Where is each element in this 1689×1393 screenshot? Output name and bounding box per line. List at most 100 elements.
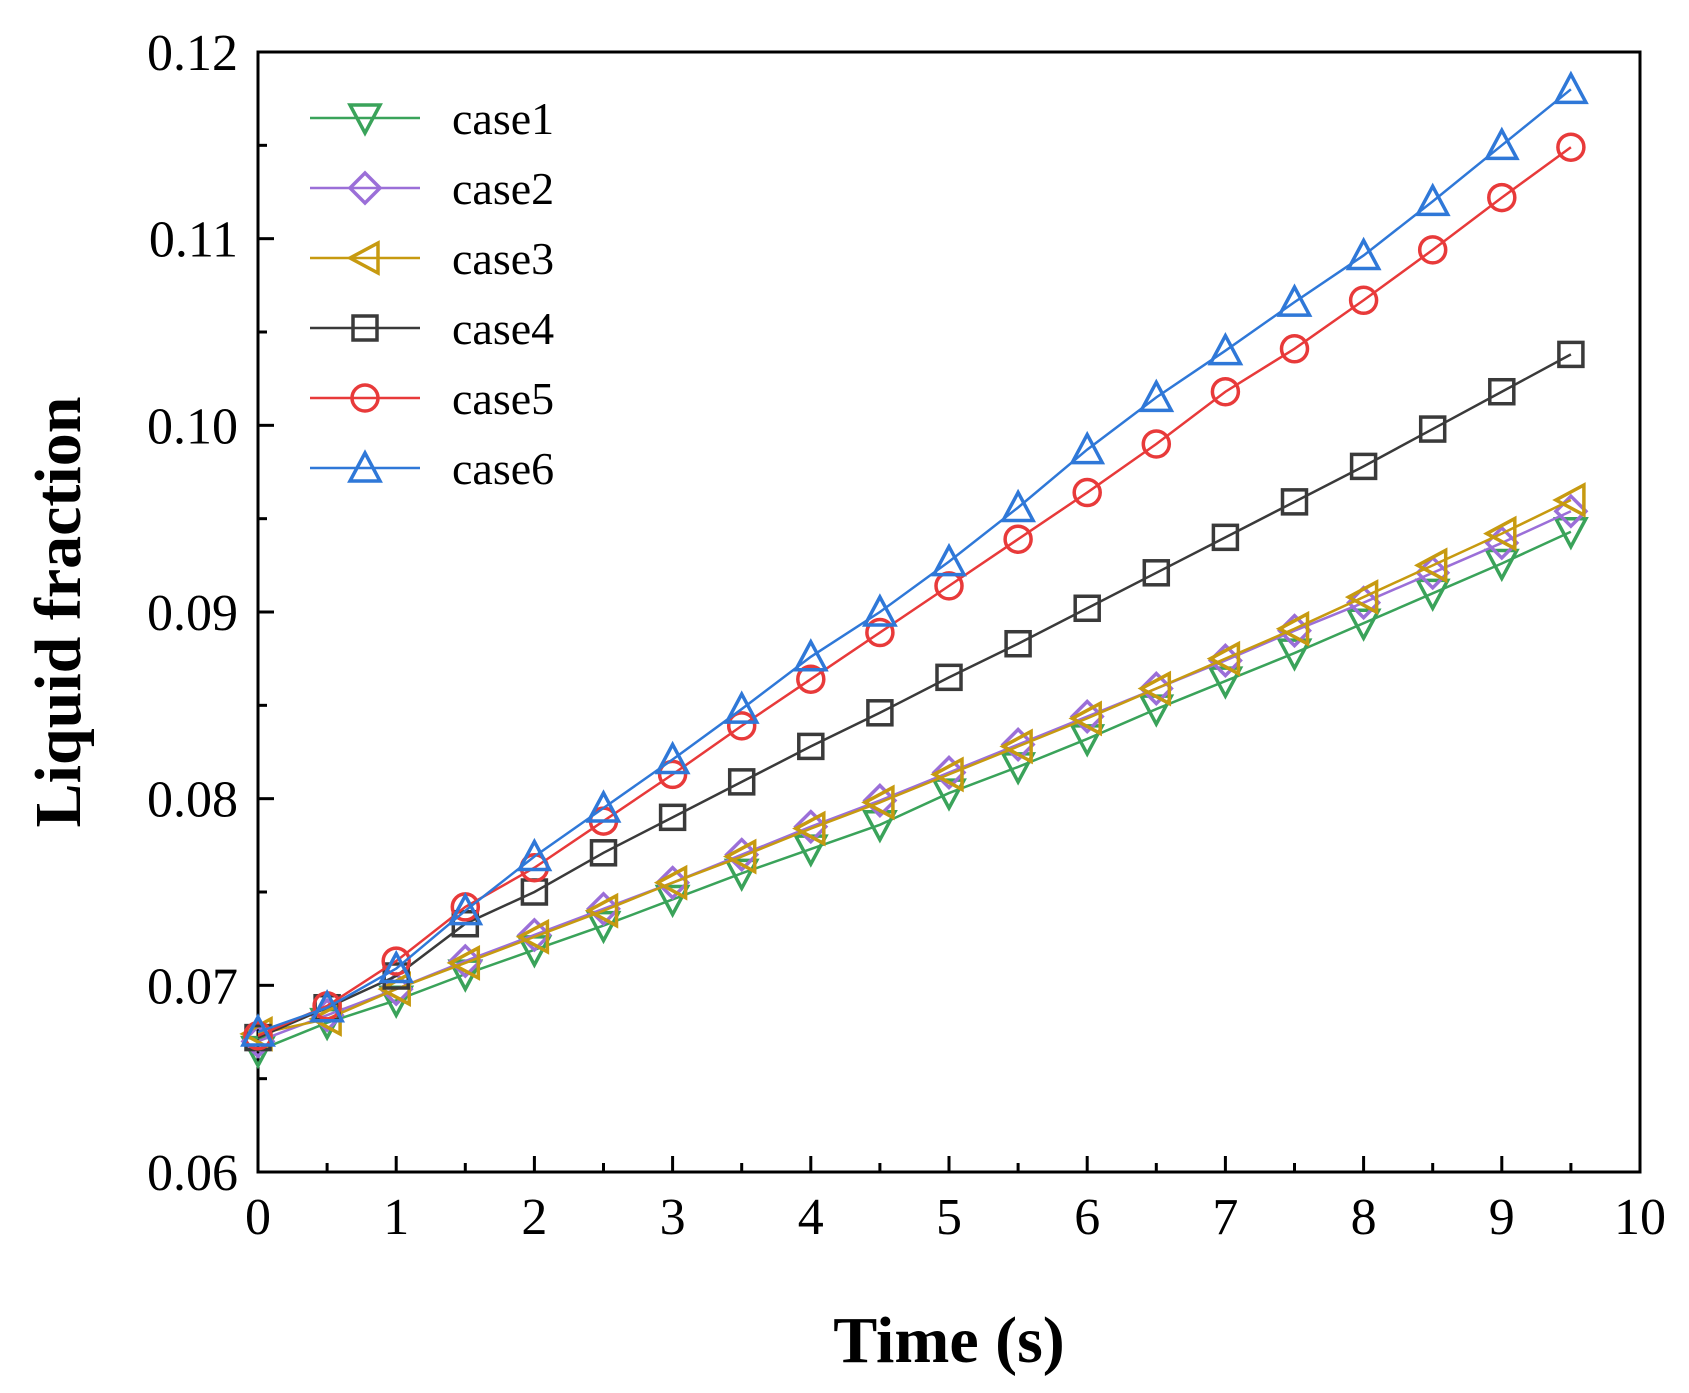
data-point-case2 [862, 783, 898, 819]
data-point-case5 [726, 711, 757, 741]
series-case3 [239, 482, 1586, 1052]
data-point-case6 [1138, 378, 1175, 413]
data-point-case3 [515, 918, 550, 955]
data-point-case4 [1418, 415, 1447, 443]
data-point-case6 [309, 989, 346, 1023]
data-point-case2 [1000, 727, 1036, 763]
series-case5 [243, 132, 1586, 1051]
legend: case1 case2 case3 case4 case5 case6 [310, 93, 554, 494]
data-point-case6 [1483, 126, 1520, 161]
data-point-case6 [931, 542, 967, 577]
data-point-case5 [1072, 477, 1102, 508]
data-point-case4 [1142, 559, 1171, 587]
legend-marker-case5 [350, 383, 380, 413]
legend-item-case4: case4 [310, 303, 554, 354]
data-point-case3 [1483, 515, 1517, 552]
data-point-case1 [1483, 548, 1520, 583]
x-tick-label: 9 [1489, 1189, 1515, 1246]
data-point-case5 [1279, 334, 1310, 364]
data-point-case5 [243, 1020, 273, 1051]
data-point-case1 [1345, 608, 1382, 642]
data-point-case1 [723, 858, 760, 893]
data-point-case5 [657, 759, 688, 790]
legend-marker-case1 [347, 103, 383, 137]
data-point-case4 [658, 803, 687, 832]
y-tick-label: 0.11 [149, 212, 238, 269]
data-point-case5 [1348, 285, 1379, 316]
data-point-case1 [931, 778, 967, 812]
data-point-case2 [793, 809, 829, 845]
data-point-case6 [516, 837, 553, 872]
legend-item-case1: case1 [310, 93, 554, 144]
x-tick-label: 2 [521, 1189, 547, 1246]
data-point-case4 [727, 768, 756, 796]
data-point-case4 [1004, 629, 1032, 658]
data-point-case2 [447, 943, 483, 979]
data-point-case1 [1552, 516, 1589, 551]
legend-marker-case2 [347, 170, 383, 206]
y-tick-label: 0.10 [147, 398, 238, 455]
data-point-case6 [1414, 182, 1451, 217]
data-point-case4 [797, 732, 825, 761]
data-point-case6 [1345, 236, 1382, 271]
legend-marker-case6 [347, 449, 383, 483]
data-point-case6 [447, 891, 484, 926]
legend-item-case5: case5 [310, 373, 554, 424]
data-point-case5 [1487, 182, 1517, 213]
data-point-case5 [1141, 429, 1172, 459]
data-point-case6 [378, 949, 415, 984]
x-tick-label: 1 [383, 1189, 409, 1246]
data-point-case4 [935, 663, 963, 692]
y-tick-label: 0.06 [147, 1145, 238, 1202]
data-point-case3 [653, 864, 688, 901]
data-point-case2 [1069, 699, 1105, 735]
data-point-case4 [1073, 594, 1101, 623]
data-point-case3 [1552, 482, 1586, 518]
y-axis-title: Liquid fraction [22, 397, 95, 828]
series-case6 [240, 70, 1589, 1047]
data-point-case3 [999, 728, 1033, 765]
data-point-case4 [1488, 377, 1516, 406]
legend-label: case6 [452, 443, 554, 494]
data-point-case6 [1000, 488, 1037, 523]
data-point-case2 [516, 917, 552, 953]
series-line-case3 [257, 498, 1572, 1036]
data-point-case1 [585, 910, 622, 945]
data-point-case5 [1003, 524, 1033, 554]
data-point-case4 [1557, 340, 1585, 369]
data-point-case3 [1068, 700, 1102, 737]
data-point-case6 [240, 1013, 276, 1047]
legend-label: case5 [452, 373, 554, 424]
legend-label: case3 [452, 233, 554, 284]
series-case2 [240, 493, 1589, 1059]
data-point-case6 [1276, 283, 1313, 317]
data-point-case4 [1349, 452, 1378, 481]
data-point-case3 [1413, 547, 1448, 584]
legend-marker-case4 [351, 314, 379, 342]
data-point-case1 [1276, 638, 1313, 672]
x-axis-title: Time (s) [833, 1304, 1065, 1377]
x-tick-label: 3 [660, 1189, 686, 1246]
data-point-case6 [792, 638, 829, 672]
data-point-case6 [1552, 70, 1589, 105]
legend-label: case4 [452, 303, 554, 354]
series-case1 [240, 516, 1589, 1070]
x-tick-label: 6 [1074, 1189, 1100, 1246]
x-tick-label: 5 [936, 1189, 962, 1246]
data-point-case5 [796, 664, 826, 694]
data-point-case6 [1207, 331, 1244, 366]
data-point-case3 [1344, 579, 1379, 615]
data-point-case6 [1069, 430, 1106, 465]
data-point-case3 [930, 756, 964, 793]
data-point-case5 [1417, 235, 1448, 265]
x-tick-label: 0 [245, 1189, 271, 1246]
data-point-case4 [1280, 488, 1309, 516]
data-point-case4 [866, 699, 894, 727]
x-tick-label: 10 [1614, 1189, 1666, 1246]
series-case4 [244, 340, 1585, 1052]
data-point-case1 [240, 1035, 276, 1070]
y-tick-label: 0.09 [147, 585, 238, 642]
data-point-case5 [381, 946, 411, 976]
data-point-case3 [1275, 610, 1310, 647]
